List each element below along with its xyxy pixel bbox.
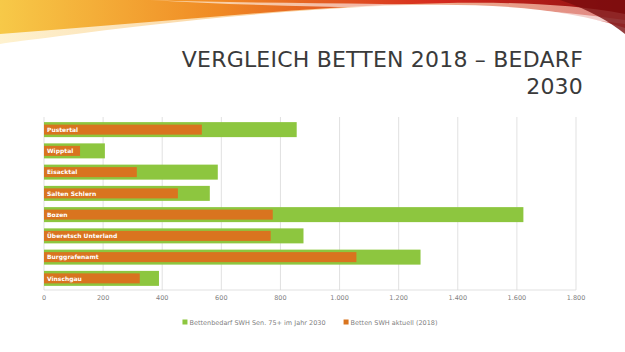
bar (44, 125, 202, 135)
legend-entry: Bettenbedarf SWH Sen. 75+ im Jahr 2030 (182, 319, 325, 327)
bar (44, 271, 159, 286)
bar (44, 143, 105, 158)
tick-label: 400 (156, 294, 168, 302)
tick-label: 1.400 (448, 294, 467, 302)
legend-entry: Betten SWH aktuell (2018) (344, 319, 438, 327)
tick-label: 0 (42, 294, 46, 302)
tick-label: 1.600 (508, 294, 527, 302)
category-label: Burggrafenamt (47, 253, 99, 261)
legend-swatch (344, 320, 349, 325)
decoration (0, 0, 625, 44)
bars (44, 122, 523, 286)
bar (44, 165, 218, 180)
slide: 0 200 400 600 800 1.000 1.200 1.400 1.600 1.800 Pu… (0, 0, 625, 352)
bar (44, 186, 210, 201)
bar (44, 207, 523, 222)
grid (44, 117, 576, 290)
legend-label: Betten SWH aktuell (2018) (351, 319, 438, 327)
category-label: Vinschgau (47, 275, 82, 283)
bar (44, 167, 137, 177)
tick-label: 600 (215, 294, 227, 302)
bar (44, 228, 303, 243)
tick-label: 800 (274, 294, 286, 302)
category-label: Salten Schlern (47, 190, 96, 197)
legend-swatch (182, 320, 187, 325)
legend: Bettenbedarf SWH Sen. 75+ im Jahr 2030 Be… (182, 319, 437, 327)
legend-label: Bettenbedarf SWH Sen. 75+ im Jahr 2030 (189, 319, 325, 327)
tick-label: 1.000 (330, 294, 349, 302)
category-label: Pustertal (47, 126, 78, 133)
decoration (150, 0, 625, 24)
grid-line (516, 117, 517, 290)
category-label: Überetsch Unterland (47, 232, 117, 239)
bar (44, 231, 271, 241)
category-label: Bozen (47, 211, 68, 218)
bar (44, 273, 140, 283)
grid-line (576, 117, 577, 290)
grid-line (457, 117, 458, 290)
bar (44, 146, 80, 156)
bar (44, 188, 178, 198)
category-label: Eisacktal (47, 168, 77, 175)
decoration (0, 0, 625, 34)
bar (44, 250, 421, 265)
title: VERGLEICH BETTEN 2018 – BEDARF 2030 (143, 46, 583, 100)
axis-line (44, 290, 576, 291)
tick-label: 200 (97, 294, 109, 302)
tick-label: 1.800 (567, 294, 586, 302)
bar (44, 210, 273, 220)
bar (44, 252, 356, 262)
decoration (560, 0, 625, 34)
category-label: Wipptal (47, 147, 73, 155)
tick-label: 1.200 (389, 294, 408, 302)
bar (44, 122, 297, 137)
